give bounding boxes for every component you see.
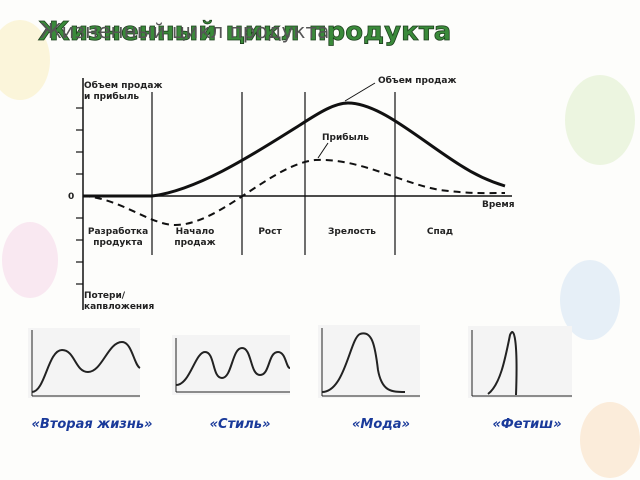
x-axis-label: Время <box>482 200 515 210</box>
sales-curve <box>83 101 506 198</box>
variant-captions: «Вторая жизнь» «Стиль» «Мода» «Фетиш» <box>31 417 561 432</box>
loss-label: капвложения <box>84 302 154 312</box>
stage-label: Начало <box>176 227 215 237</box>
variant-caption: «Мода» <box>352 417 410 432</box>
title: Жизненный цикл продукта <box>38 17 451 47</box>
stage-label: Зрелость <box>328 227 376 237</box>
stage-label: продаж <box>174 238 215 248</box>
title-shadow: Жизненный цикл продукта <box>40 19 329 43</box>
variant-caption: «Фетиш» <box>492 417 561 432</box>
y-axis-label: и прибыль <box>84 91 139 102</box>
background-balloons <box>0 20 640 478</box>
stage-label: Спад <box>427 227 453 237</box>
loss-label: Потери/ <box>84 291 126 301</box>
variant-caption: «Вторая жизнь» <box>31 417 152 432</box>
stage-label: Разработка <box>88 226 148 237</box>
sales-pointer <box>344 82 376 102</box>
y-axis-label: Объем продаж <box>84 80 162 91</box>
profit-pointer <box>317 142 329 159</box>
life-cycle-diagram <box>76 78 512 310</box>
stage-label: продукта <box>93 238 142 248</box>
zero-label: 0 <box>68 192 74 202</box>
stage-label: Рост <box>258 227 282 237</box>
profit-label: Прибыль <box>322 132 369 143</box>
variant-caption: «Стиль» <box>210 417 271 432</box>
y-ticks <box>76 107 83 285</box>
profit-curve <box>82 158 506 227</box>
sales-label: Объем продаж <box>378 75 456 86</box>
variant-thumbnails <box>28 325 572 398</box>
